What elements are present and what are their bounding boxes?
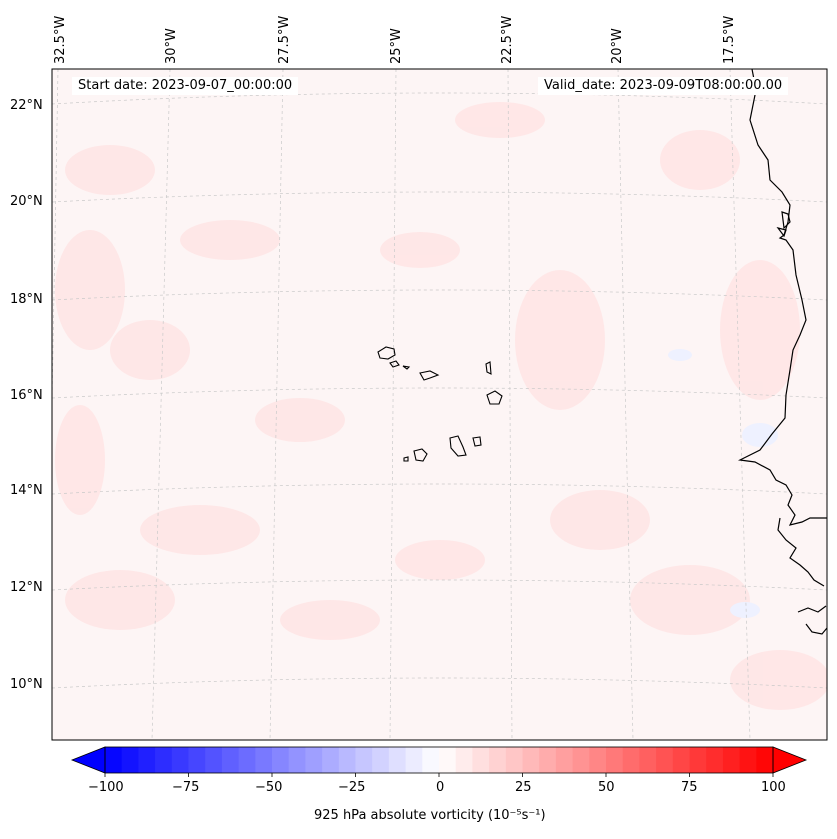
cape-verde-islands [377,346,503,462]
colorbar-segment [672,747,690,773]
colorbar-segment [572,747,590,773]
lat-label: 14°N [10,483,43,498]
colorbar-segment [722,747,741,773]
colorbar-segment [221,747,240,773]
colorbar-segment [188,747,206,773]
colorbar-segment [522,747,540,773]
colorbar-segment [739,747,757,773]
colorbar-segment [422,747,440,773]
lon-label: 32.5°W [53,15,68,64]
colorbar-tick-label: 0 [436,780,445,795]
colorbar-segment [272,747,290,773]
colorbar-segment [355,747,373,773]
colorbar-segment [155,747,173,773]
lon-label: 20°W [610,28,625,64]
colorbar-segment [388,747,407,773]
colorbar-segment [305,747,323,773]
colorbar-segment [756,747,774,773]
colorbar-segment [589,747,607,773]
valid-date-label: Valid_date: 2023-09-09T08:00:00.00 [538,77,789,95]
lon-label: 22.5°W [500,15,515,64]
colorbar-tick-label: 25 [515,780,532,795]
colorbar-tick-label: −25 [338,780,366,795]
start-date-label: Start date: 2023-09-07_00:00:00 [72,77,299,95]
colorbar-segment [455,747,473,773]
colorbar-segment [205,747,223,773]
graticule [52,69,827,740]
lat-label: 12°N [10,580,43,595]
colorbar-segment [171,747,189,773]
colorbar-extend-low [70,746,106,774]
lat-label: 20°N [10,194,43,209]
lat-label: 18°N [10,292,43,307]
colorbar-segment [255,747,273,773]
lon-label: 17.5°W [722,15,737,64]
colorbar-segment [539,747,557,773]
colorbar-tick-label: 50 [598,780,615,795]
lon-label: 25°W [389,28,404,64]
colorbar-tick-label: 100 [761,780,786,795]
colorbar-extend-high [772,746,808,774]
colorbar-segment [639,747,657,773]
colorbar-segment [338,747,356,773]
colorbar-segment [322,747,340,773]
colorbar-segment [238,747,256,773]
colorbar-title: 925 hPa absolute vorticity (10⁻⁵s⁻¹) [314,808,546,823]
colorbar-segment [105,747,123,773]
colorbar-segment [555,747,574,773]
lon-label: 30°W [164,28,179,64]
colorbar-tick-label: −100 [88,780,124,795]
colorbar-tick-label: −50 [255,780,283,795]
colorbar-segment [121,747,139,773]
colorbar [70,746,808,777]
vorticity-field [55,102,827,710]
colorbar-segment [372,747,390,773]
african-coastline [737,69,827,635]
colorbar-segment [689,747,707,773]
colorbar-tick-label: −75 [172,780,200,795]
lat-label: 16°N [10,388,43,403]
colorbar-segment [472,747,490,773]
colorbar-segment [606,747,624,773]
lon-label: 27.5°W [277,15,292,64]
colorbar-segment [656,747,674,773]
colorbar-segment [288,747,306,773]
colorbar-segment [439,747,457,773]
colorbar-segment [505,747,523,773]
colorbar-segment [622,747,640,773]
lat-label: 10°N [10,677,43,692]
colorbar-segment [405,747,423,773]
colorbar-tick-label: 75 [681,780,698,795]
negative-vorticity-patches [668,349,778,618]
colorbar-segment [706,747,724,773]
colorbar-segment [489,747,507,773]
lat-label: 22°N [10,98,43,113]
colorbar-segment [138,747,156,773]
